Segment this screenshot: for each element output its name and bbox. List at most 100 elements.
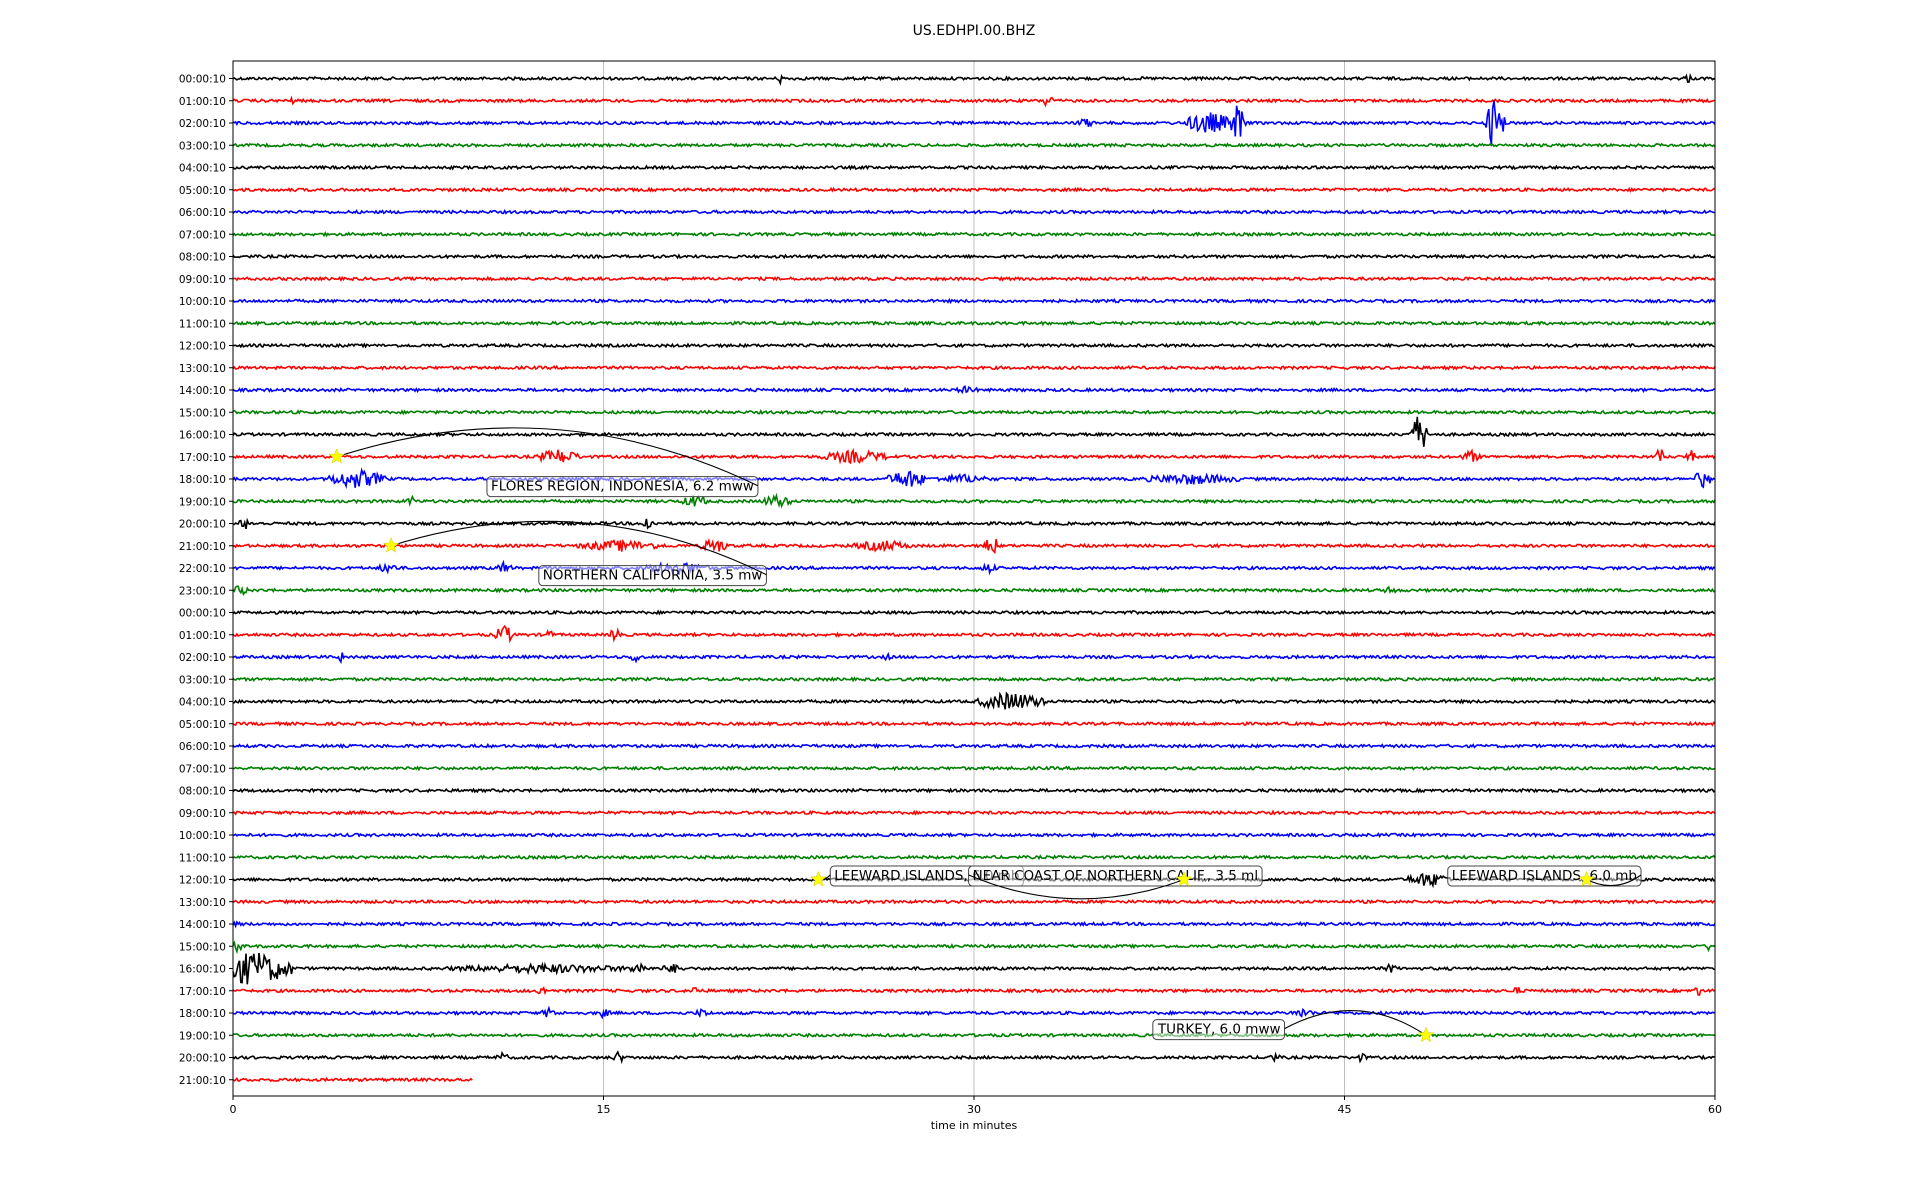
trace-row bbox=[232, 1076, 473, 1083]
y-tick-label: 23:00:10 bbox=[179, 585, 226, 597]
event-star-marker bbox=[810, 870, 827, 887]
y-tick-label: 13:00:10 bbox=[179, 363, 226, 375]
y-tick-label: 02:00:10 bbox=[179, 118, 226, 130]
y-tick-label: 19:00:10 bbox=[179, 496, 226, 508]
x-axis-label: time in minutes bbox=[931, 1119, 1018, 1132]
trace-row bbox=[232, 1050, 1715, 1065]
event-connector bbox=[1284, 1010, 1427, 1036]
y-tick-label: 20:00:10 bbox=[179, 519, 226, 531]
y-tick-label: 09:00:10 bbox=[179, 274, 226, 286]
event-annotation: NEAR COAST OF NORTHERN CALIF., 3.5 ml bbox=[968, 865, 1263, 900]
event-star-marker bbox=[1175, 870, 1193, 887]
x-tick-label: 60 bbox=[1708, 1103, 1722, 1116]
y-tick-label: 00:00:10 bbox=[179, 608, 226, 620]
trace-row bbox=[232, 164, 1716, 171]
event-label: LEEWARD ISLANDS, 6.0 mb bbox=[1452, 868, 1637, 884]
y-tick-label: 15:00:10 bbox=[179, 407, 226, 419]
y-tick-label: 03:00:10 bbox=[179, 674, 226, 686]
event-label: NEAR COAST OF NORTHERN CALIF., 3.5 ml bbox=[973, 868, 1259, 884]
trace-row bbox=[232, 100, 1716, 145]
y-tick-label: 12:00:10 bbox=[179, 875, 226, 887]
trace-row bbox=[233, 320, 1716, 327]
trace-row bbox=[232, 624, 1716, 644]
y-tick-label: 00:00:10 bbox=[179, 74, 226, 86]
trace-row bbox=[232, 831, 1716, 839]
y-tick-label: 16:00:10 bbox=[179, 964, 226, 976]
trace-row bbox=[232, 854, 1716, 861]
y-tick-label: 12:00:10 bbox=[179, 341, 226, 353]
trace-row bbox=[232, 940, 1716, 955]
trace-row bbox=[232, 898, 1716, 905]
y-tick-label: 13:00:10 bbox=[179, 897, 226, 909]
y-tick-label: 11:00:10 bbox=[179, 852, 226, 864]
trace-row bbox=[232, 72, 1716, 87]
x-tick-label: 15 bbox=[597, 1103, 611, 1116]
trace-row bbox=[232, 492, 1716, 509]
y-tick-label: 19:00:10 bbox=[179, 1030, 226, 1042]
trace-row bbox=[232, 585, 1716, 597]
event-label: FLORES REGION, INDONESIA, 6.2 mww bbox=[491, 479, 754, 495]
trace-row bbox=[232, 416, 1716, 447]
trace-row bbox=[232, 920, 1716, 929]
y-tick-label: 10:00:10 bbox=[179, 296, 226, 308]
trace-row bbox=[232, 447, 1716, 465]
y-tick-label: 11:00:10 bbox=[179, 318, 226, 330]
trace-row bbox=[232, 297, 1716, 305]
y-tick-label: 08:00:10 bbox=[179, 252, 226, 264]
trace-row bbox=[232, 765, 1716, 772]
event-annotation: TURKEY, 6.0 mww bbox=[1152, 1010, 1435, 1043]
y-tick-label: 01:00:10 bbox=[179, 96, 226, 108]
event-label: NORTHERN CALIFORNIA, 3.5 mw bbox=[543, 568, 763, 584]
event-star-marker bbox=[1417, 1026, 1435, 1043]
event-connector bbox=[1586, 874, 1642, 887]
trace-row bbox=[232, 142, 1716, 149]
y-tick-label: 14:00:10 bbox=[179, 919, 226, 931]
event-star-marker bbox=[1578, 870, 1595, 887]
y-tick-label: 10:00:10 bbox=[179, 830, 226, 842]
y-tick-label: 18:00:10 bbox=[179, 1008, 226, 1020]
y-tick-label: 17:00:10 bbox=[179, 452, 226, 464]
trace-row bbox=[232, 742, 1716, 750]
y-tick-label: 02:00:10 bbox=[179, 652, 226, 664]
trace-row bbox=[232, 1005, 1716, 1020]
event-connector bbox=[390, 520, 767, 576]
y-tick-labels: 00:00:10 01:00:10 02:00:10 03:00:10 04:00:10… bbox=[179, 74, 233, 1087]
trace-row bbox=[232, 385, 1716, 395]
y-tick-label: 05:00:10 bbox=[179, 185, 226, 197]
event-star-marker bbox=[328, 448, 345, 464]
event-connector bbox=[968, 874, 1185, 900]
y-tick-label: 17:00:10 bbox=[179, 986, 226, 998]
event-label-box bbox=[538, 565, 767, 587]
y-tick-label: 15:00:10 bbox=[179, 941, 226, 953]
y-tick-label: 21:00:10 bbox=[179, 1075, 226, 1087]
event-label-box bbox=[486, 476, 759, 498]
y-tick-label: 03:00:10 bbox=[179, 140, 226, 152]
x-tick-labels: 0 15 30 45 60 bbox=[230, 1096, 1722, 1116]
trace-row bbox=[232, 787, 1716, 794]
trace-row bbox=[232, 467, 1716, 490]
trace-row bbox=[232, 720, 1716, 727]
event-annotation: NORTHERN CALIFORNIA, 3.5 mw bbox=[382, 520, 767, 587]
event-label-box bbox=[1152, 1019, 1286, 1041]
x-tick-label: 30 bbox=[967, 1103, 981, 1116]
y-tick-label: 06:00:10 bbox=[179, 741, 226, 753]
y-tick-label: 16:00:10 bbox=[179, 430, 226, 442]
y-tick-label: 04:00:10 bbox=[179, 697, 226, 709]
event-label-box bbox=[968, 865, 1263, 887]
trace-row bbox=[232, 409, 1716, 416]
event-annotation: LEEWARD ISLANDS, 6.0 mb bbox=[1447, 865, 1642, 887]
event-label-box bbox=[1447, 865, 1642, 887]
y-tick-label: 01:00:10 bbox=[179, 630, 226, 642]
y-tick-label: 22:00:10 bbox=[179, 563, 226, 575]
chart-title: US.EDHPI.00.BHZ bbox=[913, 23, 1036, 39]
y-tick-label: 20:00:10 bbox=[179, 1053, 226, 1065]
seismic-traces bbox=[232, 72, 1716, 1083]
trace-row bbox=[232, 986, 1716, 996]
trace-row bbox=[232, 517, 1716, 530]
event-annotations: FLORES REGION, INDONESIA, 6.2 mww NORTHER… bbox=[328, 427, 1642, 1043]
x-tick-label: 45 bbox=[1338, 1103, 1352, 1116]
y-tick-label: 21:00:10 bbox=[179, 541, 226, 553]
y-tick-label: 09:00:10 bbox=[179, 808, 226, 820]
trace-row bbox=[232, 208, 1716, 216]
